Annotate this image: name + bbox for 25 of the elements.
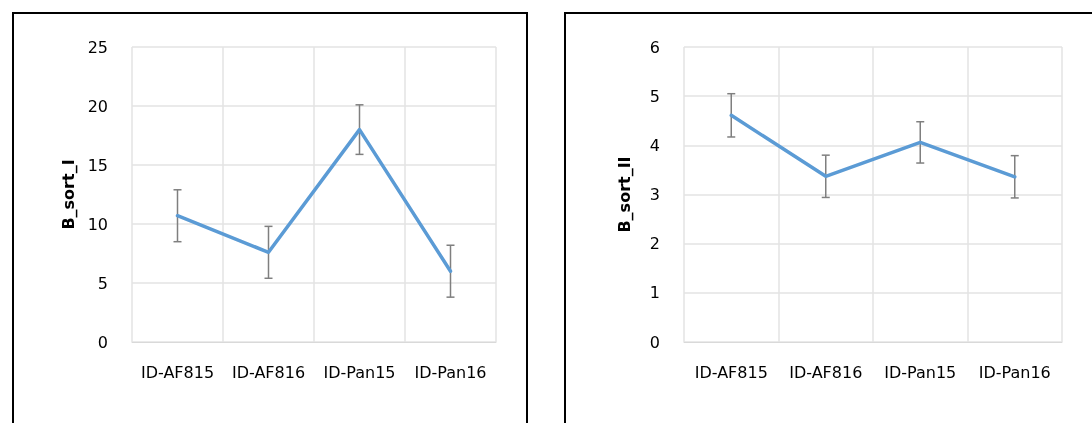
x-tick-label: ID-Pan15 xyxy=(884,362,957,382)
y-tick-label: 20 xyxy=(87,96,108,116)
x-tick-label: ID-AF816 xyxy=(789,362,863,382)
y-tick-label: 0 xyxy=(97,332,108,352)
y-tick-label: 5 xyxy=(97,273,108,293)
x-tick-label: ID-AF815 xyxy=(694,362,768,382)
line-series xyxy=(729,113,1017,179)
y-tick-label: 15 xyxy=(87,155,108,175)
y-tick-label: 2 xyxy=(649,234,660,254)
line-series xyxy=(175,127,453,273)
y-tick-label: 4 xyxy=(649,135,660,155)
y-tick-label: 1 xyxy=(649,283,660,303)
y-tick-label: 3 xyxy=(649,185,660,204)
y-tick-label: 25 xyxy=(87,37,108,57)
x-tick-label: ID-Pan16 xyxy=(414,362,487,382)
y-axis-title: B_sort_II xyxy=(614,156,634,233)
x-tick-label: ID-Pan15 xyxy=(323,362,396,382)
y-tick-label: 5 xyxy=(649,86,660,106)
y-tick-label: 6 xyxy=(649,37,660,57)
x-tick-label: ID-Pan16 xyxy=(978,362,1051,382)
y-tick-label: 0 xyxy=(649,332,660,352)
y-tick-label: 10 xyxy=(87,214,108,234)
x-tick-label: ID-AF815 xyxy=(140,362,215,382)
x-tick-label: ID-AF816 xyxy=(231,362,306,382)
y-axis-title: B_sort_I xyxy=(59,159,79,230)
